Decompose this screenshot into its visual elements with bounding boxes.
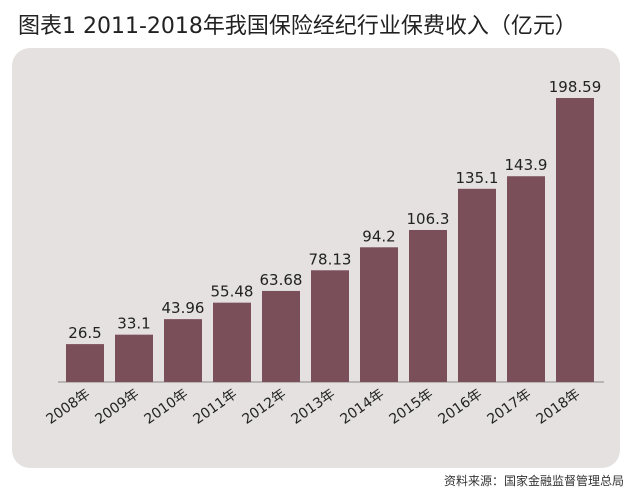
x-tick-label-2008年: 2008年 (43, 386, 93, 428)
data-label-2015年: 106.3 (407, 210, 450, 228)
data-label-2008年: 26.5 (68, 324, 101, 342)
x-tick-label-2016年: 2016年 (435, 386, 485, 428)
x-tick-label-2014年: 2014年 (337, 386, 387, 428)
x-tick-label-2018年: 2018年 (533, 386, 583, 428)
bar-2009年 (115, 334, 153, 382)
bar-2018年 (556, 98, 594, 382)
chart-title: 图表1 2011-2018年我国保险经纪行业保费收入（亿元） (18, 14, 577, 39)
bar-2010年 (164, 319, 202, 382)
x-tick-label-2009年: 2009年 (92, 386, 142, 428)
data-label-2011年: 55.48 (211, 283, 254, 301)
bar-2012年 (262, 290, 300, 382)
bar-2015年 (409, 229, 447, 382)
x-tick-label-2012年: 2012年 (239, 386, 289, 428)
data-label-2013年: 78.13 (309, 250, 352, 268)
data-label-2012年: 63.68 (260, 271, 303, 289)
source-note: 资料来源：国家金融监督管理总局 (443, 474, 624, 488)
bar-2008年 (66, 344, 104, 382)
bar-2011年 (213, 302, 251, 382)
bar-2013年 (311, 270, 349, 382)
bar-2017年 (507, 176, 545, 382)
x-tick-label-2015年: 2015年 (386, 386, 436, 428)
data-label-2018年: 198.59 (549, 78, 602, 96)
x-tick-label-2010年: 2010年 (141, 386, 191, 428)
data-label-2009年: 33.1 (117, 315, 150, 333)
x-tick-label-2011年: 2011年 (190, 386, 240, 428)
bar-2016年 (458, 188, 496, 382)
data-label-2010年: 43.96 (162, 299, 205, 317)
bar-2014年 (360, 247, 398, 382)
x-tick-label-2017年: 2017年 (484, 386, 534, 428)
data-label-2016年: 135.1 (456, 169, 499, 187)
data-label-2017年: 143.9 (505, 156, 548, 174)
data-label-2014年: 94.2 (362, 227, 395, 245)
x-tick-label-2013年: 2013年 (288, 386, 338, 428)
